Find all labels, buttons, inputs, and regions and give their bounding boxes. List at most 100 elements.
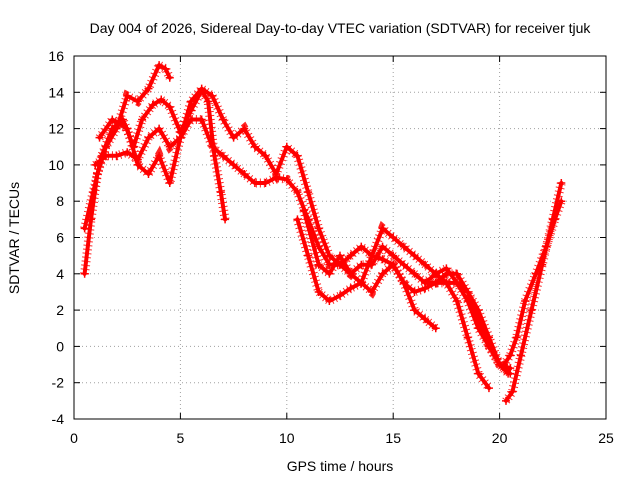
x-tick-label: 0 — [70, 430, 78, 446]
data-point — [399, 242, 408, 251]
data-point — [550, 215, 559, 224]
data-point — [367, 287, 376, 296]
data-point — [187, 115, 196, 124]
data-point — [293, 151, 302, 160]
data-point — [229, 133, 238, 142]
x-tick-label: 15 — [385, 430, 401, 446]
data-point — [240, 124, 249, 133]
data-point — [531, 269, 540, 278]
data-point — [314, 224, 323, 233]
data-point — [250, 142, 259, 151]
data-point — [389, 233, 398, 242]
data-point — [197, 115, 206, 124]
data-point — [431, 324, 440, 333]
axis-ticks: 0 5 10 15 20 25 -4 -2 0 2 4 6 8 10 12 14 16 — [48, 48, 614, 446]
series-trace — [501, 199, 564, 367]
data-point — [325, 251, 334, 260]
y-tick-label: 12 — [48, 121, 64, 137]
data-point — [516, 351, 525, 360]
data-point — [123, 91, 132, 100]
data-point — [463, 287, 472, 296]
data-point — [389, 260, 398, 269]
data-point — [474, 324, 483, 333]
data-point — [314, 242, 323, 251]
data-point — [499, 360, 508, 369]
series-plus-texture — [80, 81, 230, 230]
x-tick-label: 25 — [598, 430, 614, 446]
data-point — [346, 251, 355, 260]
x-axis-label: GPS time / hours — [287, 458, 394, 474]
data-point — [123, 124, 132, 133]
data-point — [463, 297, 472, 306]
x-tick-label: 20 — [492, 430, 508, 446]
y-tick-label: 4 — [56, 266, 64, 282]
data-point — [453, 269, 462, 278]
data-point — [138, 115, 147, 124]
data-point — [282, 175, 291, 184]
data-point — [521, 297, 530, 306]
data-point — [314, 287, 323, 296]
data-point — [410, 287, 419, 296]
data-point — [336, 291, 344, 300]
data-point — [91, 160, 100, 169]
data-point — [208, 142, 217, 151]
data-point — [325, 269, 334, 278]
y-tick-label: -2 — [52, 375, 65, 391]
data-point — [336, 251, 344, 260]
data-point — [216, 188, 225, 197]
data-point — [325, 260, 334, 269]
data-point — [161, 64, 170, 73]
data-point — [165, 179, 174, 188]
data-point — [240, 169, 249, 178]
data-point — [89, 188, 98, 197]
y-tick-label: 16 — [48, 48, 64, 64]
data-point — [463, 333, 472, 342]
data-point — [442, 278, 451, 287]
data-point — [250, 179, 259, 188]
data-point — [282, 142, 291, 151]
data-point — [108, 115, 117, 124]
data-point — [431, 278, 440, 287]
data-point — [453, 297, 462, 306]
data-point — [261, 179, 270, 188]
data-point — [314, 260, 323, 269]
y-tick-label: 2 — [56, 302, 64, 318]
data-point — [527, 306, 536, 315]
data-point — [442, 264, 451, 273]
data-point — [204, 97, 213, 106]
data-point — [512, 333, 521, 342]
y-tick-label: 0 — [56, 338, 64, 354]
data-point — [123, 148, 132, 157]
data-point — [293, 188, 302, 197]
data-point — [155, 61, 164, 70]
data-point — [378, 224, 387, 233]
data-point — [410, 251, 419, 260]
data-series — [80, 58, 566, 405]
data-point — [501, 396, 510, 405]
data-point — [133, 97, 142, 106]
data-point — [508, 387, 517, 396]
data-point — [208, 91, 217, 100]
data-point — [325, 297, 334, 306]
data-point — [389, 251, 398, 260]
data-point — [421, 278, 430, 287]
data-point — [155, 124, 164, 133]
data-point — [218, 151, 227, 160]
data-point — [557, 197, 566, 206]
data-point — [144, 133, 153, 142]
data-point — [133, 155, 142, 164]
data-point — [229, 160, 238, 169]
data-point — [293, 215, 302, 224]
data-point — [101, 151, 110, 160]
data-point — [165, 73, 174, 82]
y-tick-label: -4 — [52, 411, 65, 427]
data-point — [144, 84, 153, 93]
data-point — [557, 179, 566, 188]
data-point — [95, 133, 104, 142]
data-point — [176, 133, 185, 142]
data-point — [506, 351, 515, 360]
data-point — [155, 151, 164, 160]
data-point — [80, 224, 89, 233]
